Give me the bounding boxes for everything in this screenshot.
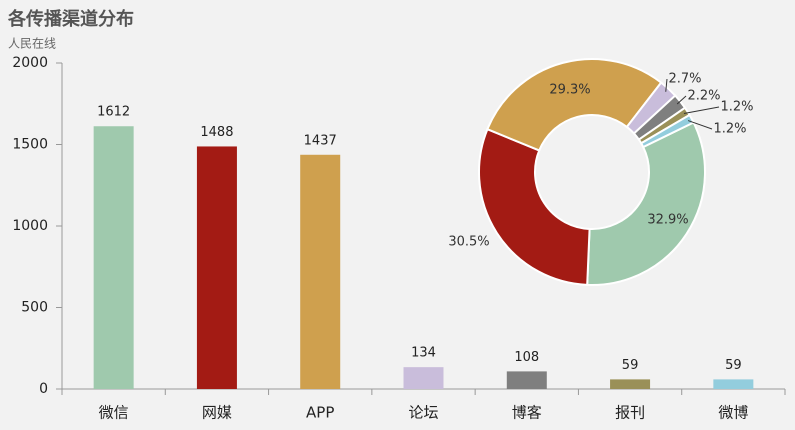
donut-slice (486, 58, 663, 152)
y-tick-label: 1000 (12, 218, 48, 234)
y-tick-label: 500 (21, 300, 48, 316)
leader-line (676, 95, 687, 105)
x-tick-label: 微信 (99, 404, 129, 422)
bar-value-label: 108 (514, 350, 539, 365)
bar (403, 367, 444, 389)
bar (506, 371, 547, 389)
bar (713, 379, 754, 389)
donut-label: 1.2% (720, 100, 753, 115)
donut-label: 2.7% (668, 72, 701, 87)
chart-title: 各传播渠道分布 (7, 8, 134, 30)
bar-value-label: 59 (725, 358, 742, 373)
bar-value-label: 1612 (97, 105, 130, 120)
bar (300, 154, 341, 389)
donut-slice (478, 127, 591, 286)
donut-label: 2.2% (687, 89, 720, 104)
bar (93, 126, 134, 389)
donut-slice (586, 121, 706, 286)
y-tick-label: 1500 (12, 137, 48, 153)
donut-slice (639, 113, 695, 149)
x-tick-label: 博客 (512, 404, 542, 422)
bar-value-label: 1488 (200, 125, 233, 140)
chart-subtitle: 人民在线 (8, 37, 56, 51)
bar-value-label: 59 (622, 358, 639, 373)
bar (610, 379, 651, 389)
donut-label: 29.3% (549, 83, 590, 98)
bar-value-label: 1437 (304, 133, 337, 148)
x-tick-label: 论坛 (408, 404, 438, 422)
y-tick-label: 2000 (12, 55, 48, 71)
x-tick-label: 网媒 (202, 404, 232, 422)
bar-value-label: 134 (411, 346, 436, 361)
donut-label: 1.2% (713, 122, 746, 137)
leader-line (665, 78, 668, 92)
x-tick-label: 报刊 (615, 404, 645, 422)
bar (196, 146, 237, 389)
x-tick-label: 微博 (718, 404, 748, 422)
x-tick-label: APP (306, 404, 334, 422)
y-tick-label: 0 (39, 381, 48, 397)
leader-line (687, 120, 713, 130)
donut-label: 30.5% (448, 235, 489, 250)
leader-line (683, 106, 720, 114)
donut-label: 32.9% (647, 213, 688, 228)
